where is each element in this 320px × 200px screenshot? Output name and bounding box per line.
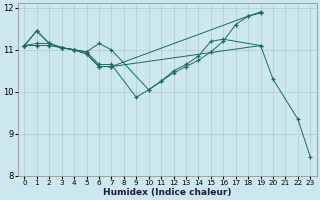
X-axis label: Humidex (Indice chaleur): Humidex (Indice chaleur)	[103, 188, 232, 197]
